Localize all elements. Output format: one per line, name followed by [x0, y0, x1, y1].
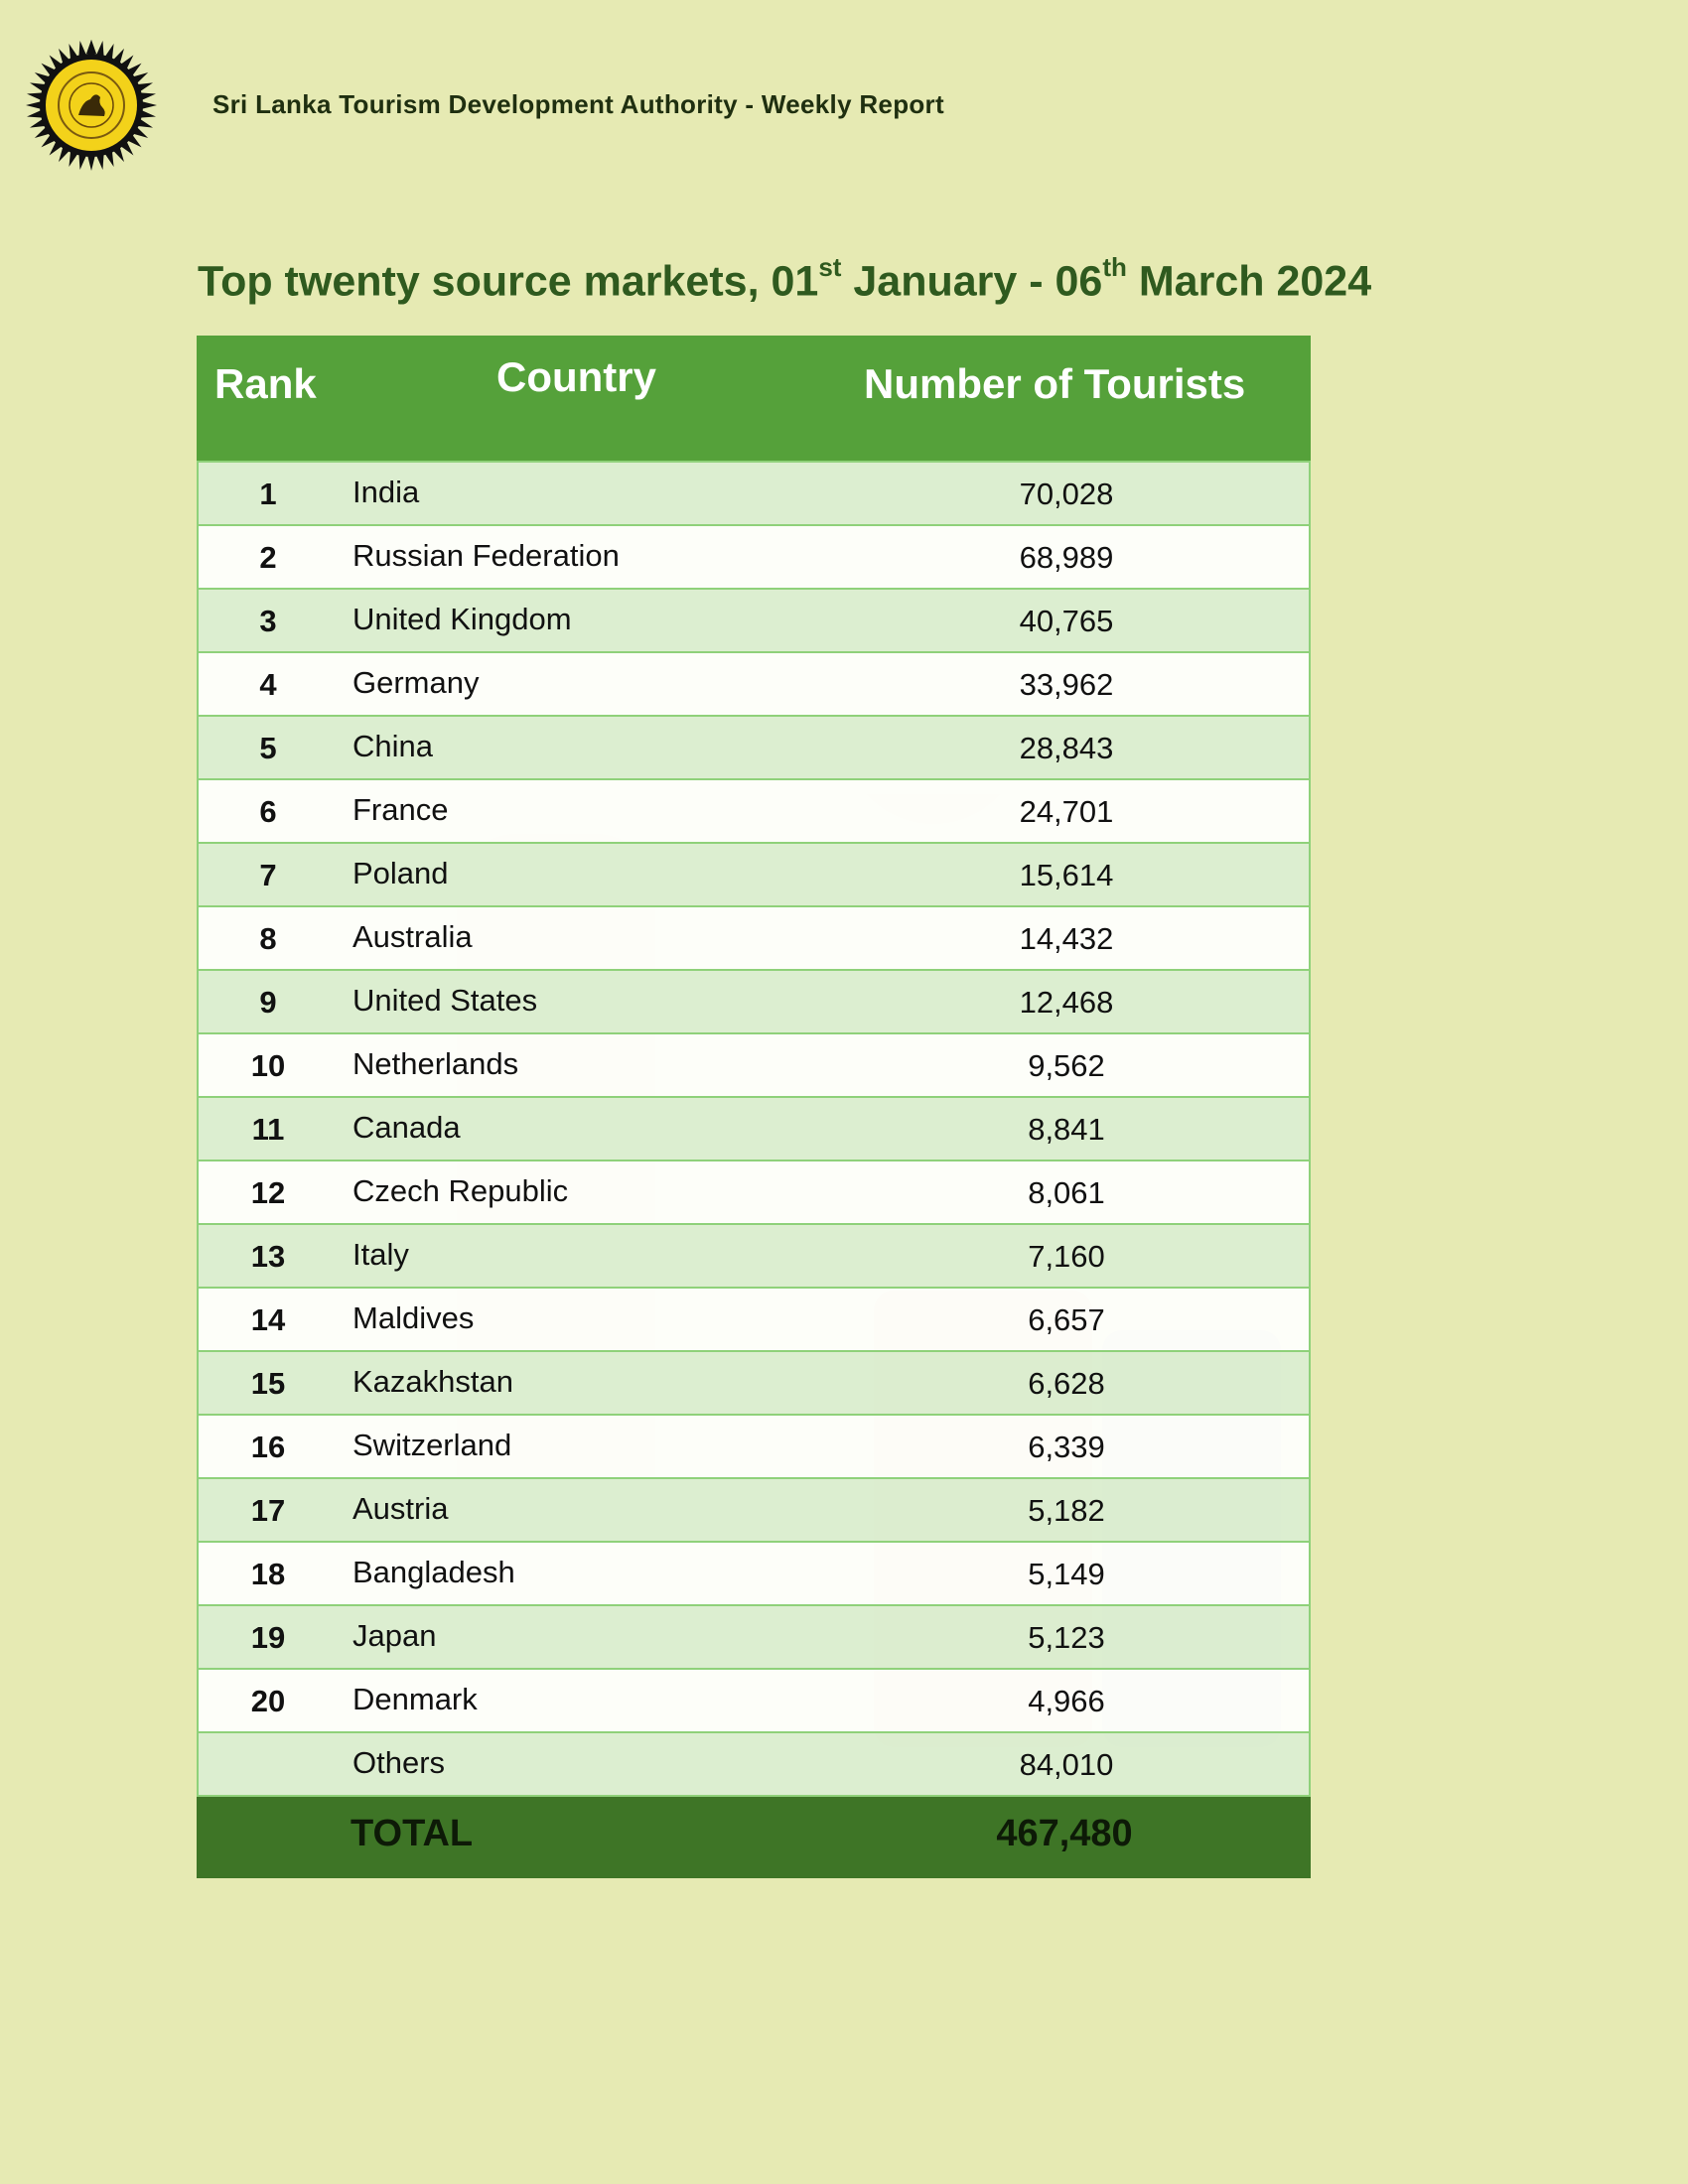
table-row: 6 France 24,701 [199, 778, 1309, 842]
country-cell: Japan [352, 1618, 437, 1653]
country-cell: Denmark [352, 1682, 478, 1716]
rank-cell: 11 [251, 1112, 285, 1147]
rank-cell: 19 [250, 1620, 286, 1655]
table-row: 12 Czech Republic 8,061 [199, 1160, 1309, 1223]
table-row: 20 Denmark 4,966 [199, 1668, 1309, 1731]
tourist-count-cell: 68,989 [1019, 540, 1114, 575]
rank-cell: 6 [259, 794, 277, 829]
tourist-count-cell: 40,765 [1019, 604, 1114, 638]
column-header-rank: Rank [214, 360, 317, 407]
tourist-count-cell: 6,657 [1028, 1302, 1105, 1337]
tourist-count-cell: 9,562 [1028, 1048, 1105, 1083]
rank-cell: 1 [259, 477, 277, 511]
tourist-count-cell: 4,966 [1028, 1684, 1105, 1718]
tourist-count-cell: 5,123 [1028, 1620, 1105, 1655]
table-row: 14 Maldives 6,657 [199, 1287, 1309, 1350]
table-row: 18 Bangladesh 5,149 [199, 1541, 1309, 1604]
tourist-count-cell: 8,841 [1028, 1112, 1105, 1147]
country-cell: Netherlands [352, 1046, 519, 1081]
rank-cell: 3 [259, 604, 277, 638]
country-cell: Poland [352, 856, 449, 890]
rank-cell: 14 [250, 1302, 286, 1337]
tourist-count-cell: 6,339 [1028, 1430, 1105, 1464]
table-row: 9 United States 12,468 [199, 969, 1309, 1032]
tourist-count-cell: 33,962 [1019, 667, 1114, 702]
total-row: TOTAL 467,480 [197, 1795, 1311, 1878]
country-cell: Australia [352, 919, 473, 954]
table-row-others: Others 84,010 [199, 1731, 1309, 1795]
country-cell: Italy [352, 1237, 409, 1272]
rank-cell: 18 [250, 1557, 286, 1591]
country-cell: India [352, 475, 420, 509]
tourist-count-cell: 5,182 [1028, 1493, 1105, 1528]
sltda-logo [24, 38, 159, 173]
tourist-count-cell: 15,614 [1019, 858, 1114, 892]
table-row: 19 Japan 5,123 [199, 1604, 1309, 1668]
table-row: 3 United Kingdom 40,765 [199, 588, 1309, 651]
country-cell: France [352, 792, 449, 827]
rank-cell: 13 [250, 1239, 286, 1274]
table-header: Rank Country Number of Tourists [197, 336, 1311, 461]
table-row: 5 China 28,843 [199, 715, 1309, 778]
table-row: 2 Russian Federation 68,989 [199, 524, 1309, 588]
rank-cell: 10 [250, 1048, 286, 1083]
column-header-number-of-tourists: Number of Tourists [864, 360, 1246, 407]
table-row: 1 India 70,028 [199, 461, 1309, 524]
rank-cell: 7 [259, 858, 277, 892]
country-cell: United Kingdom [352, 602, 572, 636]
rank-cell: 5 [259, 731, 277, 765]
country-cell: Austria [352, 1491, 449, 1526]
rank-cell: 15 [250, 1366, 286, 1401]
total-value: 467,480 [996, 1813, 1133, 1854]
rank-cell: 9 [259, 985, 277, 1020]
total-label: TOTAL [351, 1813, 474, 1854]
rank-cell: 4 [259, 667, 277, 702]
tourist-count-cell: 28,843 [1019, 731, 1114, 765]
source-markets-table: Rank Country Number of Tourists 1 India 70… [197, 336, 1311, 1878]
tourist-count-cell: 6,628 [1028, 1366, 1105, 1401]
tourist-count-cell: 24,701 [1019, 794, 1114, 829]
tourist-count-cell: 70,028 [1019, 477, 1114, 511]
tourist-count-cell: 7,160 [1028, 1239, 1105, 1274]
table-row: 11 Canada 8,841 [199, 1096, 1309, 1160]
country-cell: Czech Republic [352, 1173, 569, 1208]
country-cell: Others [352, 1745, 446, 1780]
rank-cell: 8 [259, 921, 277, 956]
tourist-count-cell: 8,061 [1028, 1175, 1105, 1210]
country-cell: Switzerland [352, 1428, 512, 1462]
table-row: 16 Switzerland 6,339 [199, 1414, 1309, 1477]
country-cell: Kazakhstan [352, 1364, 513, 1399]
table-row: 13 Italy 7,160 [199, 1223, 1309, 1287]
table-row: 17 Austria 5,182 [199, 1477, 1309, 1541]
country-cell: Maldives [352, 1300, 475, 1335]
report-header: Sri Lanka Tourism Development Authority … [212, 89, 944, 119]
tourist-count-cell: 12,468 [1019, 985, 1114, 1020]
country-cell: Canada [352, 1110, 461, 1145]
table-row: 15 Kazakhstan 6,628 [199, 1350, 1309, 1414]
table-row: 8 Australia 14,432 [199, 905, 1309, 969]
table-row: 4 Germany 33,962 [199, 651, 1309, 715]
country-cell: Bangladesh [352, 1555, 515, 1589]
rank-cell: 16 [250, 1430, 286, 1464]
rank-cell: 12 [250, 1175, 286, 1210]
page-title: Top twenty source markets, 01st January … [198, 252, 1372, 306]
tourist-count-cell: 84,010 [1019, 1747, 1114, 1782]
column-header-country: Country [496, 353, 656, 400]
country-cell: Russian Federation [352, 538, 620, 573]
rank-cell: 20 [250, 1684, 286, 1718]
country-cell: United States [352, 983, 538, 1018]
table-row: 7 Poland 15,614 [199, 842, 1309, 905]
country-cell: Germany [352, 665, 480, 700]
table-body: 1 India 70,028 2 Russian Federation 68,989 3… [197, 461, 1311, 1795]
tourist-count-cell: 14,432 [1019, 921, 1114, 956]
rank-cell: 2 [259, 540, 277, 575]
tourist-count-cell: 5,149 [1028, 1557, 1105, 1591]
table-row: 10 Netherlands 9,562 [199, 1032, 1309, 1096]
country-cell: China [352, 729, 433, 763]
rank-cell: 17 [250, 1493, 286, 1528]
